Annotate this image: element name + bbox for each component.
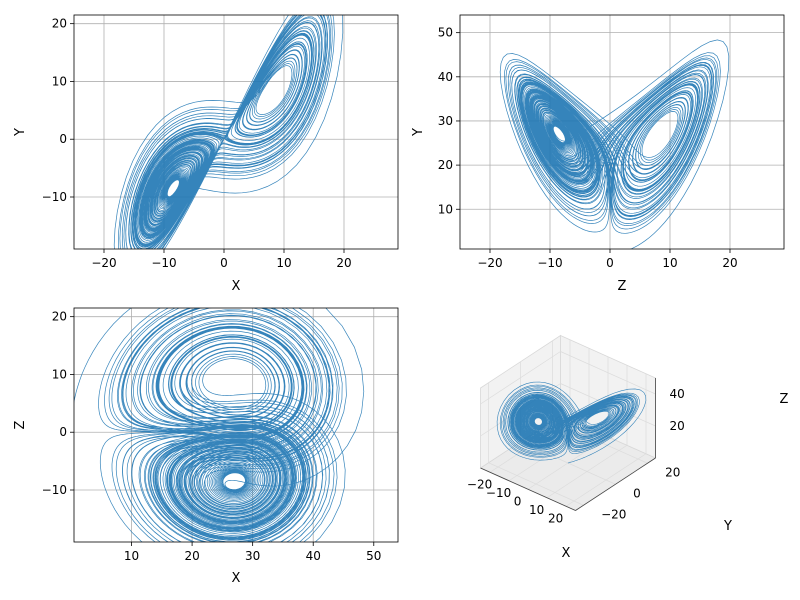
x-tick-label: 10	[124, 549, 139, 563]
grid-line-y	[488, 462, 584, 506]
y-tick-label: 10	[52, 367, 67, 381]
x-tick-label: 20	[548, 511, 563, 525]
panel-z-vs-y: −20 −10 0 10 20 10 20 30 40 50 Z Y	[411, 14, 785, 294]
y-tick-label: 30	[438, 114, 453, 128]
lorenz-trajectory	[74, 308, 365, 542]
panel-x-vs-y: −20 −10 0 10 20 −10 0 10 20 X Y	[13, 14, 399, 294]
lorenz-trajectory-3d	[496, 381, 647, 464]
x-tick-label: 40	[306, 549, 321, 563]
x-tick-label: −10	[151, 256, 176, 270]
axes-frame	[459, 14, 785, 250]
x-tick-label: 10	[529, 503, 544, 517]
x-tick-label: 0	[514, 494, 522, 508]
y-tick-label: 50	[438, 26, 453, 40]
x-tick-label: 30	[245, 549, 260, 563]
y-tick-label: 10	[438, 202, 453, 216]
x-axis-label: X	[232, 279, 241, 294]
y-tick-label: 20	[438, 158, 453, 172]
trajectory-path	[499, 39, 730, 249]
y-tick-label: 40	[438, 70, 453, 84]
panel-x-vs-z: 10 20 30 40 50 −10 0 10 20 X Z	[13, 307, 399, 586]
x-tick-label: −20	[467, 477, 492, 491]
x-axis-label: X	[232, 571, 241, 586]
x-tick-label: 0	[220, 256, 228, 270]
tick-labels: −20 −10 0 10 20 −10 0 10 20	[42, 17, 352, 270]
x-tick-label: 10	[276, 256, 291, 270]
axes-frame	[73, 14, 399, 250]
grid-line-z	[560, 351, 656, 395]
axes-frame	[73, 307, 399, 543]
y-axis-label: Y	[723, 519, 732, 534]
x-axis-label: X	[562, 546, 571, 561]
z-tick-label: 20	[670, 419, 685, 433]
trajectory-path	[113, 15, 344, 249]
tick-labels: −20 −10 0 10 20 10 20 30 40 50	[438, 26, 738, 270]
x-tick-label: 10	[662, 256, 677, 270]
y-tick-label: 0	[59, 425, 67, 439]
x-tick-label: 20	[336, 256, 351, 270]
y-tick-label: 20	[52, 310, 67, 324]
trajectory-path	[496, 381, 647, 464]
y-axis-label: Y	[411, 128, 426, 137]
x-tick-label: 50	[366, 549, 381, 563]
y-tick-label: −10	[42, 483, 67, 497]
y-tick-label: 20	[665, 466, 680, 480]
x-tick-label: −20	[91, 256, 116, 270]
z-tick-label: 40	[670, 387, 685, 401]
y-tick-label: 0	[59, 132, 67, 146]
x-tick-label: −10	[486, 486, 511, 500]
y-axis-label: Y	[13, 128, 28, 137]
y-tick-label: −20	[601, 508, 626, 522]
lorenz-trajectory	[113, 15, 344, 249]
y-tick-label: 0	[633, 487, 641, 501]
x-axis-label: Z	[618, 279, 627, 294]
y-tick-label: 10	[52, 74, 67, 88]
y-tick-label: 20	[52, 17, 67, 31]
x-tick-label: −20	[477, 256, 502, 270]
tick-labels: 10 20 30 40 50 −10 0 10 20	[42, 310, 382, 563]
x-tick-label: 20	[184, 549, 199, 563]
x-tick-label: 0	[606, 256, 614, 270]
lorenz-trajectory	[499, 39, 730, 249]
x-axis-line	[480, 467, 576, 511]
y-axis-line	[575, 457, 656, 511]
z-axis-label: Z	[780, 392, 789, 407]
x-tick-label: 20	[722, 256, 737, 270]
grid-line-z	[480, 351, 561, 405]
trajectory-path	[74, 308, 365, 542]
x-tick-label: −10	[537, 256, 562, 270]
y-tick-label: −10	[42, 190, 67, 204]
y-axis-label: Z	[13, 420, 28, 429]
